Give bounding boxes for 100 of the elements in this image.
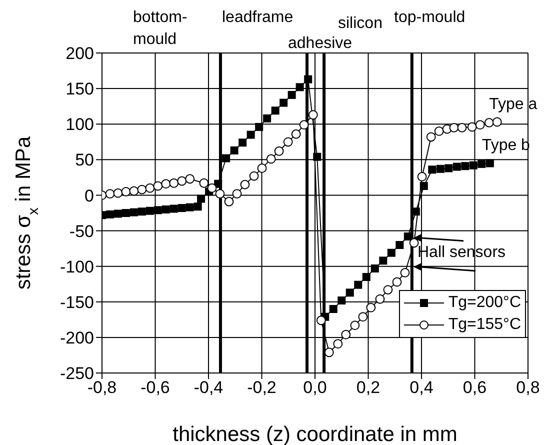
point [457, 122, 467, 132]
text: bottom-mould [133, 9, 188, 48]
point [178, 204, 186, 212]
y-tick-label: -100 [60, 257, 94, 276]
point [396, 241, 404, 249]
point [354, 280, 362, 289]
point [232, 189, 242, 198]
point [121, 186, 131, 196]
point [420, 182, 428, 190]
point [370, 264, 379, 272]
y-tick-label: 150 [66, 80, 94, 99]
x-tick-label: -0,2 [247, 378, 276, 398]
y-tick-label: 200 [66, 44, 94, 64]
y-tick-label: 0 [84, 186, 94, 206]
point [434, 126, 444, 136]
point [194, 202, 202, 211]
point [154, 206, 162, 214]
point [161, 179, 171, 189]
point [257, 164, 267, 173]
point [469, 161, 478, 170]
point [291, 129, 301, 139]
point [299, 120, 309, 130]
point [186, 203, 194, 212]
x-tick-label: 0,4 [410, 378, 434, 398]
point [224, 196, 234, 206]
point [313, 152, 322, 161]
point [199, 178, 209, 188]
point [444, 164, 453, 172]
point [230, 146, 238, 154]
point [417, 172, 427, 182]
point [114, 210, 122, 218]
point [185, 174, 195, 184]
point [113, 188, 123, 198]
point [271, 106, 280, 115]
point [106, 210, 114, 218]
y-tick-label: -200 [60, 328, 94, 348]
text: silicon [338, 15, 382, 32]
point [130, 208, 138, 216]
x-tick-label: 0,6 [462, 378, 487, 398]
point [145, 183, 155, 193]
x-axis-title: thickness (z) coordinate in mm [172, 423, 458, 445]
point [153, 181, 163, 191]
point [280, 98, 288, 107]
point [162, 205, 170, 214]
point [379, 256, 388, 265]
point [283, 137, 293, 147]
x-tick-label: 0,8 [516, 378, 540, 398]
point [222, 154, 230, 162]
point [177, 176, 187, 186]
x-tick-label: -0,4 [194, 378, 224, 398]
point [263, 114, 272, 122]
y-tick-label: 50 [75, 150, 94, 170]
point [366, 302, 376, 312]
point [338, 296, 346, 304]
point [333, 339, 343, 349]
point [475, 120, 485, 130]
y-tick-label: -50 [69, 222, 94, 241]
point [129, 186, 139, 196]
text: adhesive [288, 35, 352, 52]
point [238, 138, 247, 147]
x-tick-label: 0,0 [303, 378, 327, 398]
text: top-mould [394, 9, 466, 26]
point [240, 180, 250, 190]
point [215, 189, 225, 198]
point [346, 288, 354, 297]
point [486, 159, 494, 168]
x-tick-label: 0,2 [356, 378, 380, 398]
point [341, 330, 351, 340]
point [484, 118, 494, 128]
legend-label: Tg=200°C [448, 293, 521, 313]
point [358, 312, 368, 322]
x-tick-label: -0,6 [140, 378, 170, 398]
point [400, 268, 410, 278]
point [478, 160, 486, 168]
point [392, 277, 402, 287]
point [146, 206, 154, 215]
point [288, 90, 296, 99]
annotation: Type a [489, 96, 538, 113]
legend-label: Tg=155°C [448, 315, 521, 335]
point [105, 189, 115, 198]
point [170, 204, 178, 213]
point [449, 122, 459, 132]
text: leadframe [222, 9, 294, 26]
point [296, 83, 304, 92]
point [362, 273, 370, 281]
point [197, 194, 206, 203]
point [383, 285, 393, 294]
point [274, 146, 284, 156]
point [329, 305, 338, 313]
point [428, 166, 436, 174]
y-tick-label: -150 [60, 292, 94, 312]
point [387, 248, 396, 257]
point [409, 238, 419, 248]
point [324, 348, 334, 358]
point [452, 162, 461, 171]
point [316, 316, 326, 326]
y-tick-label: 100 [66, 115, 94, 134]
point [426, 132, 436, 142]
point [138, 208, 146, 216]
point [436, 164, 444, 173]
